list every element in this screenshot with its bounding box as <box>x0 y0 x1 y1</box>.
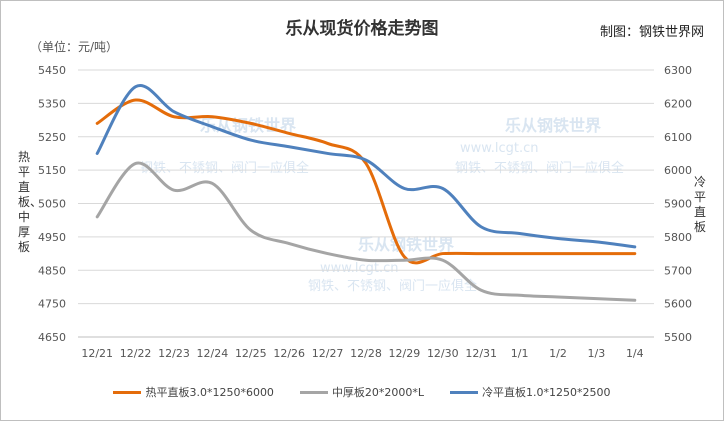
x-tick-label: 12/21 <box>81 347 113 360</box>
x-tick-label: 12/26 <box>273 347 305 360</box>
x-tick-label: 1/3 <box>588 347 606 360</box>
y-right-tick-label: 6200 <box>664 97 692 110</box>
x-tick-label: 12/30 <box>427 347 459 360</box>
y-right-tick-label: 5900 <box>664 198 692 211</box>
x-tick-label: 12/25 <box>235 347 267 360</box>
chart-title: 乐从现货价格走势图 <box>285 19 439 39</box>
watermark-text: www.lcgt.cn <box>320 261 398 276</box>
y-right-tick-label: 5700 <box>664 264 692 277</box>
left-axis-label: 热平直板、中厚板 <box>18 150 43 254</box>
y-left-tick-label: 5350 <box>38 97 66 110</box>
legend: 热平直板3.0*1250*6000 中厚板20*2000*L 冷平直板1.0*125… <box>0 384 724 400</box>
x-tick-label: 12/24 <box>197 347 229 360</box>
y-left-tick-label: 4950 <box>38 231 66 244</box>
x-tick-label: 12/28 <box>350 347 382 360</box>
watermark-text: 乐从钢铁世界 <box>358 235 454 254</box>
y-right-tick-label: 6000 <box>664 164 692 177</box>
x-tick-label: 12/27 <box>312 347 344 360</box>
watermark-text: 钢铁、不锈钢、阀门一应俱全 <box>140 160 309 176</box>
legend-label: 热平直板3.0*1250*6000 <box>145 386 274 399</box>
x-tick-label: 12/31 <box>465 347 497 360</box>
y-right-tick-label: 5600 <box>664 298 692 311</box>
watermark-text: 乐从钢铁世界 <box>505 116 601 135</box>
legend-swatch <box>113 390 142 394</box>
y-left-tick-label: 5250 <box>38 131 66 144</box>
watermark-text: 钢铁、不锈钢、阀门一应俱全 <box>455 160 624 176</box>
y-right-tick-label: 6100 <box>664 131 692 144</box>
y-right-tick-label: 5500 <box>664 331 692 344</box>
y-right-tick-label: 5800 <box>664 231 692 244</box>
unit-label: （单位：元/吨） <box>30 40 119 54</box>
y-left-tick-label: 4850 <box>38 264 66 277</box>
x-tick-label: 1/4 <box>626 347 644 360</box>
x-tick-label: 1/1 <box>511 347 529 360</box>
y-right-tick-label: 6300 <box>664 64 692 77</box>
legend-swatch <box>299 390 328 394</box>
legend-label: 冷平直板1.0*1250*2500 <box>482 386 611 399</box>
legend-label: 中厚板20*2000*L <box>331 386 425 399</box>
y-left-tick-label: 4750 <box>38 298 66 311</box>
legend-swatch <box>450 390 479 394</box>
source-credit: 制图：钢铁世界网 <box>599 25 704 40</box>
watermark-text: 钢铁、不锈钢、阀门一应俱全 <box>308 278 477 294</box>
legend-item: 冷平直板1.0*1250*2500 <box>450 384 611 400</box>
y-left-tick-label: 5450 <box>38 64 66 77</box>
x-tick-label: 12/29 <box>389 347 421 360</box>
x-tick-label: 1/2 <box>549 347 567 360</box>
x-tick-label: 12/22 <box>120 347 152 360</box>
x-tick-label: 12/23 <box>158 347 190 360</box>
legend-item: 热平直板3.0*1250*6000 <box>113 384 274 400</box>
watermark-text: www.lcgt.cn <box>460 141 538 156</box>
right-axis-label: 冷平直板 <box>694 175 707 234</box>
y-left-tick-label: 5050 <box>38 198 66 211</box>
legend-item: 中厚板20*2000*L <box>299 384 425 400</box>
y-left-tick-label: 5150 <box>38 164 66 177</box>
y-left-tick-label: 4650 <box>38 331 66 344</box>
